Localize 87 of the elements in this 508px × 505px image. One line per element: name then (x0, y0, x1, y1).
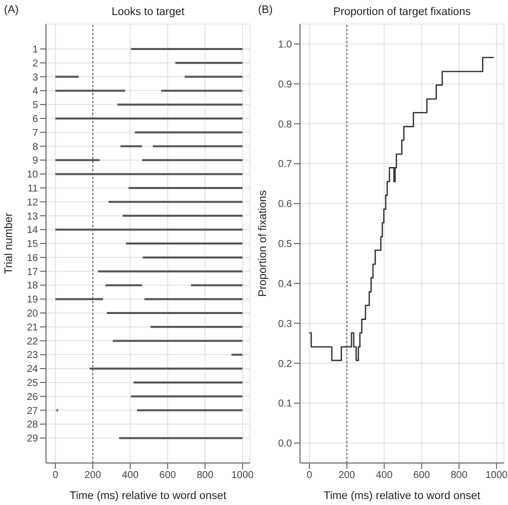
bar (133, 382, 243, 384)
y-tick-label: 0.8 (278, 119, 292, 130)
bar (120, 145, 142, 148)
x-tick-label: 600 (413, 470, 430, 482)
x-tick-label: 1000 (485, 470, 508, 482)
x-tick-label: 800 (450, 470, 468, 482)
x-tick-label: 200 (84, 470, 102, 482)
bar (126, 242, 243, 245)
x-tick-label: 600 (159, 470, 176, 482)
bar (231, 354, 243, 356)
y-tick-label: 0.1 (278, 398, 292, 410)
y-tick-label: 14 (26, 225, 38, 236)
y-tick-label: 17 (26, 266, 38, 278)
y-tick-label: 0.5 (278, 239, 292, 250)
x-tick-label: 0 (52, 470, 59, 482)
bar (142, 256, 243, 258)
x-tick-label: 400 (376, 470, 393, 482)
y-tick-label: 29 (26, 434, 38, 445)
y-tick-label: 20 (26, 308, 38, 320)
y-tick-label: 0.0 (278, 438, 292, 450)
bar (128, 186, 243, 189)
y-tick-label: 0.7 (278, 159, 292, 170)
bar (161, 90, 243, 92)
y-tick-label: 15 (26, 239, 38, 250)
y-tick-label: 2 (32, 58, 38, 70)
chart-title: Proportion of target fixations (332, 6, 472, 18)
x-tick-label: 800 (196, 470, 214, 482)
y-tick-label: 9 (32, 156, 38, 167)
x-tick-label: 0 (306, 470, 313, 482)
x-tick-label: 200 (338, 470, 356, 482)
y-tick-label: 23 (26, 350, 38, 362)
y-tick-label: 1.0 (278, 40, 292, 51)
bar (191, 284, 243, 286)
bar (98, 270, 243, 272)
y-tick-label: 22 (26, 336, 38, 348)
bar (144, 298, 243, 300)
text: (A) (4, 4, 19, 16)
y-tick-label: 26 (26, 392, 38, 403)
bar (142, 159, 243, 162)
text: (B) (258, 4, 273, 16)
y-tick-label: 7 (32, 128, 38, 139)
bar (122, 214, 243, 217)
bar (106, 312, 243, 314)
bar (117, 104, 243, 106)
y-tick-label: 0.6 (278, 199, 292, 210)
bar (152, 145, 243, 148)
bar (112, 340, 243, 342)
y-tick-label: 25 (26, 378, 38, 390)
bar (130, 48, 243, 50)
y-tick-label: 18 (26, 280, 38, 292)
y-tick-label: 0.3 (278, 318, 292, 330)
bar (175, 62, 243, 64)
y-tick-label: 6 (32, 114, 38, 125)
y-tick-label: 27 (26, 406, 38, 417)
bar (108, 200, 243, 203)
bar (134, 131, 243, 134)
bar (55, 76, 79, 78)
y-tick-label: 1 (32, 44, 38, 56)
y-tick-label: 5 (32, 100, 38, 112)
y-tick-label: 11 (28, 183, 38, 194)
bar (119, 437, 243, 440)
bar (184, 76, 243, 78)
bar (136, 409, 243, 412)
y-tick-label: 0.9 (278, 79, 292, 90)
y-tick-label: 28 (26, 420, 38, 431)
bar (130, 395, 243, 398)
y-tick-label: 10 (26, 170, 38, 181)
x-axis-title: Time (ms) relative to word onset (324, 490, 480, 502)
y-tick-label: 4 (32, 86, 38, 98)
x-axis-title: Time (ms) relative to word onset (70, 490, 226, 502)
y-tick-label: 3 (32, 72, 38, 84)
y-tick-label: 13 (26, 211, 38, 222)
y-tick-label: 16 (26, 252, 38, 264)
x-tick-label: 400 (122, 470, 139, 482)
y-tick-label: 24 (26, 364, 38, 376)
y-tick-label: 19 (26, 294, 38, 306)
chart-title: Looks to target (110, 6, 186, 18)
y-tick-label: 0.4 (278, 278, 292, 290)
y-axis-title: Trial number (2, 212, 15, 274)
y-tick-label: 21 (26, 322, 38, 334)
bar (150, 326, 243, 328)
y-tick-label: 0.2 (278, 358, 292, 370)
bar (106, 284, 142, 286)
y-tick-label: 12 (26, 197, 38, 208)
y-tick-label: 8 (32, 142, 38, 153)
x-tick-label: 1000 (231, 470, 254, 482)
y-axis-title: Proportion of fixations (256, 190, 269, 297)
